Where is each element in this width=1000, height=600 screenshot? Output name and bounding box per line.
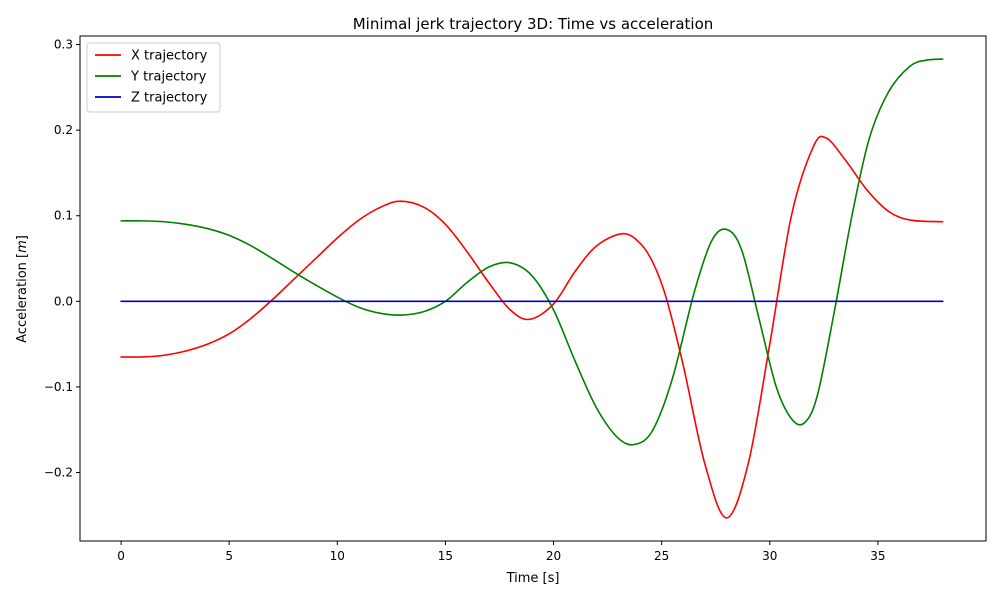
x-tick-label: 25 — [654, 549, 669, 563]
series-layer — [120, 58, 944, 519]
chart-title: Minimal jerk trajectory 3D: Time vs acce… — [353, 15, 714, 33]
x-tick-label: 5 — [225, 549, 233, 563]
x-tick-label: 35 — [870, 549, 885, 563]
y-tick-label: 0.1 — [54, 209, 73, 223]
y-tick-label: −0.1 — [44, 380, 73, 394]
y-tick-label: −0.2 — [44, 466, 73, 480]
x-axis: 0 5 10 15 20 25 30 35 — [117, 541, 886, 563]
x-tick-label: 30 — [762, 549, 777, 563]
plot-frame — [79, 35, 987, 542]
x-tick-label: 10 — [330, 549, 345, 563]
x-tick-label: 15 — [438, 549, 453, 563]
series-line-y-trajectory — [120, 58, 944, 446]
plot-area — [79, 35, 987, 542]
legend-label-x-trajectory: X trajectory — [131, 49, 208, 64]
legend-label-y-trajectory: Y trajectory — [130, 70, 207, 85]
x-axis-label: Time [s] — [506, 571, 560, 586]
legend-label-z-trajectory: Z trajectory — [131, 91, 208, 106]
y-axis-label: Acceleration [m] — [15, 235, 30, 343]
x-tick-label: 0 — [117, 549, 125, 563]
legend: X trajectory Y trajectory Z trajectory — [86, 42, 221, 113]
y-axis-label-prefix: Acceleration [ — [15, 253, 30, 343]
y-tick-label: 0.2 — [54, 123, 73, 137]
y-axis-label-suffix: ] — [15, 235, 30, 240]
y-tick-label: 0.0 — [54, 294, 73, 308]
x-tick-label: 20 — [546, 549, 561, 563]
series-line-x-trajectory — [120, 135, 944, 519]
legend-box — [86, 42, 221, 113]
y-axis: −0.2 −0.1 0.0 0.1 0.2 0.3 — [44, 38, 80, 480]
y-tick-label: 0.3 — [54, 38, 73, 52]
y-axis-label-unit: m — [15, 240, 30, 253]
